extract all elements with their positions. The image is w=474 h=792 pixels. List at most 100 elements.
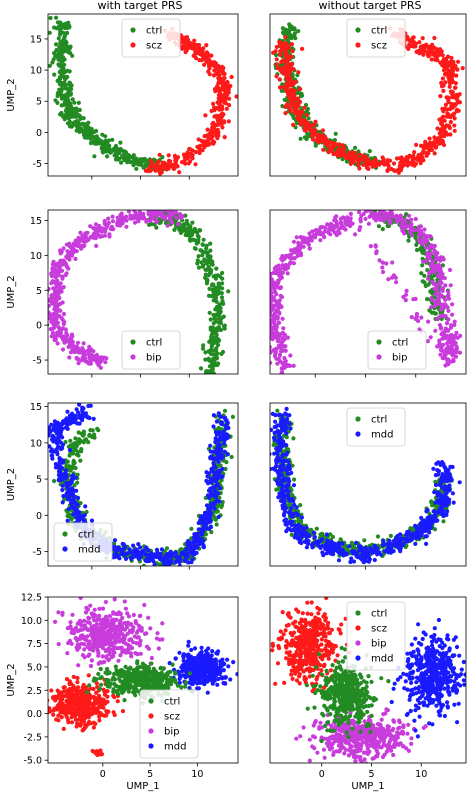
point-mdd bbox=[88, 403, 93, 408]
point-scz bbox=[438, 127, 444, 132]
point-ctrl bbox=[299, 93, 305, 98]
point-scz bbox=[312, 122, 317, 128]
point-mdd bbox=[71, 419, 76, 424]
point-scz bbox=[295, 114, 300, 120]
point-mdd bbox=[214, 483, 219, 489]
legend-marker-ctrl bbox=[130, 27, 136, 33]
point-ctrl bbox=[213, 295, 218, 300]
point-bip bbox=[132, 210, 137, 213]
point-ctrl bbox=[198, 366, 204, 371]
point-ctrl bbox=[206, 264, 211, 270]
point-ctrl bbox=[214, 299, 219, 304]
point-ctrl bbox=[72, 100, 77, 105]
point-scz bbox=[428, 140, 433, 145]
point-bip bbox=[160, 215, 165, 220]
point-ctrl bbox=[224, 460, 229, 465]
point-bip bbox=[443, 326, 448, 331]
point-scz bbox=[205, 127, 210, 132]
point-ctrl bbox=[134, 166, 139, 171]
point-mdd bbox=[120, 551, 125, 556]
point-scz bbox=[205, 142, 210, 148]
y-tick-label: 5 bbox=[36, 97, 42, 108]
point-scz bbox=[362, 158, 367, 163]
point-scz bbox=[361, 154, 366, 159]
point-bip bbox=[124, 218, 129, 223]
point-bip bbox=[165, 223, 170, 228]
point-ctrl bbox=[76, 100, 81, 105]
point-scz bbox=[193, 149, 198, 155]
point-bip bbox=[284, 262, 289, 268]
point-scz bbox=[195, 144, 200, 149]
point-mdd bbox=[60, 446, 65, 451]
point-mdd bbox=[73, 475, 78, 480]
point-scz bbox=[219, 114, 224, 119]
point-bip bbox=[422, 227, 427, 232]
point-mdd bbox=[66, 506, 71, 512]
point-ctrl bbox=[76, 453, 81, 458]
point-ctrl bbox=[167, 565, 169, 566]
point-bip bbox=[438, 279, 443, 284]
point-ctrl bbox=[85, 124, 90, 129]
point-mdd bbox=[74, 488, 79, 493]
legend-box bbox=[367, 330, 427, 370]
point-ctrl bbox=[419, 245, 424, 250]
point-scz bbox=[220, 125, 225, 130]
point-bip bbox=[452, 319, 457, 324]
point-mdd bbox=[50, 453, 55, 458]
point-scz bbox=[447, 125, 452, 131]
point-ctrl bbox=[201, 237, 206, 242]
point-bip bbox=[69, 332, 75, 337]
point-bip bbox=[357, 210, 362, 215]
point-ctrl bbox=[209, 268, 214, 273]
point-ctrl bbox=[292, 26, 297, 31]
point-bip bbox=[55, 330, 60, 335]
point-scz bbox=[200, 148, 205, 153]
point-bip bbox=[48, 296, 53, 301]
point-bip bbox=[64, 254, 69, 259]
point-bip bbox=[75, 349, 80, 354]
point-mdd bbox=[42, 440, 46, 444]
point-bip bbox=[124, 214, 129, 219]
point-bip bbox=[107, 232, 112, 237]
point-ctrl bbox=[208, 382, 212, 386]
point-bip bbox=[57, 262, 63, 267]
point-scz bbox=[203, 113, 208, 118]
point-ctrl bbox=[216, 463, 221, 469]
point-ctrl bbox=[60, 45, 65, 50]
point-ctrl bbox=[57, 70, 62, 75]
point-mdd bbox=[136, 542, 141, 547]
point-bip bbox=[288, 353, 293, 358]
point-scz bbox=[181, 152, 187, 157]
point-bip bbox=[157, 210, 162, 213]
point-scz bbox=[448, 115, 453, 120]
point-scz bbox=[441, 142, 447, 148]
point-ctrl bbox=[287, 22, 292, 27]
point-scz bbox=[299, 121, 304, 126]
point-bip bbox=[449, 340, 454, 345]
point-bip bbox=[393, 275, 398, 280]
point-bip bbox=[277, 310, 282, 315]
point-ctrl bbox=[413, 232, 418, 238]
point-ctrl bbox=[298, 136, 303, 141]
point-scz bbox=[340, 143, 345, 148]
point-scz bbox=[424, 145, 429, 150]
point-ctrl bbox=[90, 428, 95, 433]
point-scz bbox=[434, 50, 439, 55]
point-ctrl bbox=[54, 26, 59, 31]
point-scz bbox=[174, 163, 179, 168]
point-scz bbox=[327, 146, 332, 151]
point-scz bbox=[207, 66, 212, 71]
point-bip bbox=[279, 371, 284, 374]
point-mdd bbox=[216, 514, 221, 520]
point-scz bbox=[197, 58, 202, 63]
point-bip bbox=[432, 286, 437, 291]
point-bip bbox=[376, 215, 381, 220]
point-scz bbox=[437, 131, 442, 136]
point-ctrl bbox=[221, 301, 226, 306]
point-ctrl bbox=[213, 329, 218, 334]
point-bip bbox=[281, 375, 285, 379]
point-bip bbox=[318, 225, 323, 230]
point-bip bbox=[297, 249, 302, 254]
point-ctrl bbox=[203, 532, 209, 537]
